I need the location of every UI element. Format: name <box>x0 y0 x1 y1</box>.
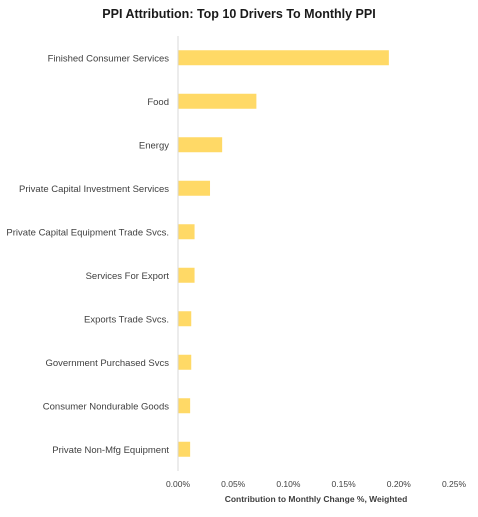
category-label: Private Capital Investment Services <box>19 184 169 195</box>
x-tick-label: 0.05% <box>221 479 246 489</box>
category-label: Private Non-Mfg Equipment <box>52 445 169 456</box>
chart-title: PPI Attribution: Top 10 Drivers To Month… <box>102 7 376 21</box>
bar <box>178 354 192 370</box>
category-label: Finished Consumer Services <box>48 53 170 64</box>
category-label: Government Purchased Svcs <box>45 358 169 369</box>
category-label: Energy <box>139 140 169 151</box>
x-tick-label: 0.15% <box>332 479 357 489</box>
x-tick-label: 0.00% <box>166 479 191 489</box>
x-axis-title: Contribution to Monthly Change %, Weight… <box>224 494 408 504</box>
bar <box>178 267 195 283</box>
x-tick-label: 0.25% <box>442 479 467 489</box>
bar <box>178 50 389 66</box>
bar <box>178 137 223 153</box>
category-label: Consumer Nondurable Goods <box>43 401 169 412</box>
category-label: Private Capital Equipment Trade Svcs. <box>6 227 169 238</box>
bar <box>178 93 257 109</box>
category-label: Exports Trade Svcs. <box>84 314 169 325</box>
category-label: Food <box>147 97 169 108</box>
bar <box>178 180 211 196</box>
bar <box>178 224 195 240</box>
x-tick-label: 0.10% <box>276 479 301 489</box>
bar <box>178 398 191 414</box>
category-label: Services For Export <box>86 271 170 282</box>
bar <box>178 311 192 327</box>
x-tick-label: 0.20% <box>387 479 412 489</box>
bar <box>178 441 191 457</box>
